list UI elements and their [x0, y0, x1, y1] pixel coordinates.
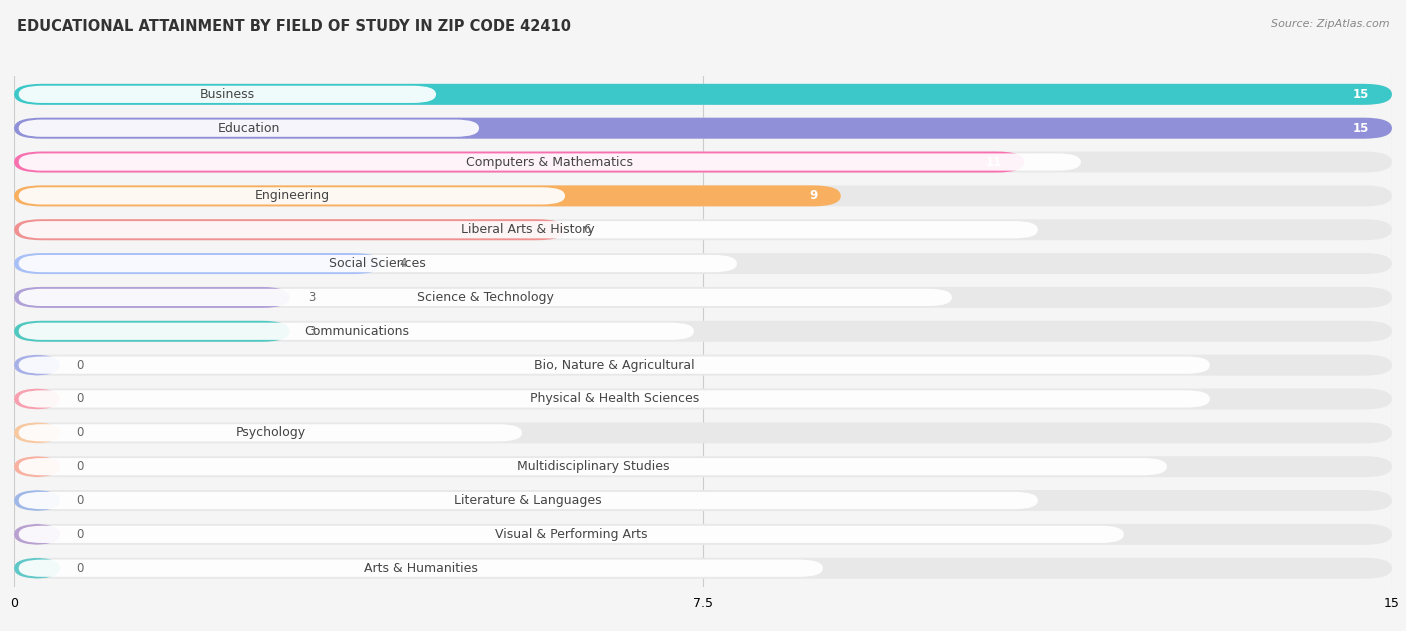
Text: Psychology: Psychology	[235, 427, 305, 439]
FancyBboxPatch shape	[14, 151, 1392, 172]
Text: Science & Technology: Science & Technology	[416, 291, 554, 304]
Text: 11: 11	[986, 155, 1001, 168]
FancyBboxPatch shape	[14, 524, 1392, 545]
FancyBboxPatch shape	[14, 456, 60, 477]
FancyBboxPatch shape	[14, 456, 1392, 477]
FancyBboxPatch shape	[14, 84, 1392, 105]
Text: 6: 6	[583, 223, 591, 236]
FancyBboxPatch shape	[18, 458, 1167, 475]
Text: Multidisciplinary Studies: Multidisciplinary Studies	[516, 460, 669, 473]
FancyBboxPatch shape	[14, 524, 60, 545]
FancyBboxPatch shape	[14, 558, 1392, 579]
Text: 9: 9	[810, 189, 818, 203]
Text: 3: 3	[308, 291, 315, 304]
FancyBboxPatch shape	[18, 526, 1123, 543]
FancyBboxPatch shape	[14, 321, 290, 342]
Text: Liberal Arts & History: Liberal Arts & History	[461, 223, 595, 236]
FancyBboxPatch shape	[14, 490, 1392, 511]
Text: Education: Education	[218, 122, 280, 134]
Text: Business: Business	[200, 88, 254, 101]
FancyBboxPatch shape	[18, 187, 565, 204]
FancyBboxPatch shape	[14, 151, 1025, 172]
Text: 0: 0	[76, 392, 84, 406]
FancyBboxPatch shape	[14, 118, 1392, 139]
FancyBboxPatch shape	[18, 424, 522, 442]
Text: 0: 0	[76, 358, 84, 372]
FancyBboxPatch shape	[14, 84, 1392, 105]
Text: 0: 0	[76, 427, 84, 439]
FancyBboxPatch shape	[14, 287, 290, 308]
Text: Arts & Humanities: Arts & Humanities	[364, 562, 478, 575]
FancyBboxPatch shape	[14, 355, 1392, 375]
Text: 4: 4	[399, 257, 408, 270]
Text: Social Sciences: Social Sciences	[329, 257, 426, 270]
Text: 0: 0	[76, 562, 84, 575]
FancyBboxPatch shape	[14, 355, 60, 375]
Text: 0: 0	[76, 460, 84, 473]
Text: 3: 3	[308, 325, 315, 338]
FancyBboxPatch shape	[18, 120, 479, 137]
FancyBboxPatch shape	[14, 118, 1392, 139]
Text: Source: ZipAtlas.com: Source: ZipAtlas.com	[1271, 19, 1389, 29]
FancyBboxPatch shape	[18, 391, 1211, 408]
FancyBboxPatch shape	[14, 219, 1392, 240]
FancyBboxPatch shape	[18, 255, 737, 272]
Text: 15: 15	[1353, 88, 1369, 101]
Text: Computers & Mathematics: Computers & Mathematics	[467, 155, 633, 168]
FancyBboxPatch shape	[18, 322, 695, 340]
FancyBboxPatch shape	[14, 558, 60, 579]
FancyBboxPatch shape	[18, 153, 1081, 170]
FancyBboxPatch shape	[14, 287, 1392, 308]
Text: Physical & Health Sciences: Physical & Health Sciences	[530, 392, 699, 406]
FancyBboxPatch shape	[14, 389, 1392, 410]
FancyBboxPatch shape	[14, 219, 565, 240]
FancyBboxPatch shape	[14, 321, 1392, 342]
Text: 0: 0	[76, 494, 84, 507]
Text: Visual & Performing Arts: Visual & Performing Arts	[495, 528, 648, 541]
Text: 0: 0	[76, 528, 84, 541]
FancyBboxPatch shape	[14, 389, 60, 410]
FancyBboxPatch shape	[14, 422, 1392, 444]
FancyBboxPatch shape	[18, 289, 952, 306]
FancyBboxPatch shape	[18, 492, 1038, 509]
Text: Communications: Communications	[304, 325, 409, 338]
FancyBboxPatch shape	[14, 186, 1392, 206]
Text: 15: 15	[1353, 122, 1369, 134]
Text: EDUCATIONAL ATTAINMENT BY FIELD OF STUDY IN ZIP CODE 42410: EDUCATIONAL ATTAINMENT BY FIELD OF STUDY…	[17, 19, 571, 34]
FancyBboxPatch shape	[18, 221, 1038, 239]
Text: Engineering: Engineering	[254, 189, 329, 203]
FancyBboxPatch shape	[18, 560, 823, 577]
FancyBboxPatch shape	[14, 186, 841, 206]
FancyBboxPatch shape	[18, 357, 1211, 374]
FancyBboxPatch shape	[14, 253, 381, 274]
FancyBboxPatch shape	[18, 86, 436, 103]
Text: Bio, Nature & Agricultural: Bio, Nature & Agricultural	[534, 358, 695, 372]
FancyBboxPatch shape	[14, 490, 60, 511]
Text: Literature & Languages: Literature & Languages	[454, 494, 602, 507]
FancyBboxPatch shape	[14, 253, 1392, 274]
FancyBboxPatch shape	[14, 422, 60, 444]
